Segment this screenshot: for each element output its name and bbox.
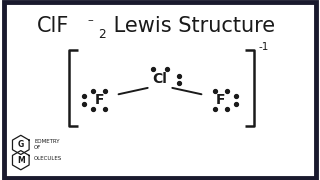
Text: 2: 2 [98,28,106,40]
Text: EOMETRY: EOMETRY [34,139,60,144]
Text: G: G [18,140,24,149]
Text: F: F [216,93,226,107]
Text: M: M [17,156,25,165]
Text: –: – [87,15,93,25]
Text: Lewis Structure: Lewis Structure [107,16,275,36]
Text: ClF: ClF [37,16,69,36]
Text: Cl: Cl [153,72,167,86]
Text: F: F [94,93,104,107]
Text: -1: -1 [258,42,268,52]
Text: OLECULES: OLECULES [34,156,62,161]
Text: OF: OF [34,145,42,150]
